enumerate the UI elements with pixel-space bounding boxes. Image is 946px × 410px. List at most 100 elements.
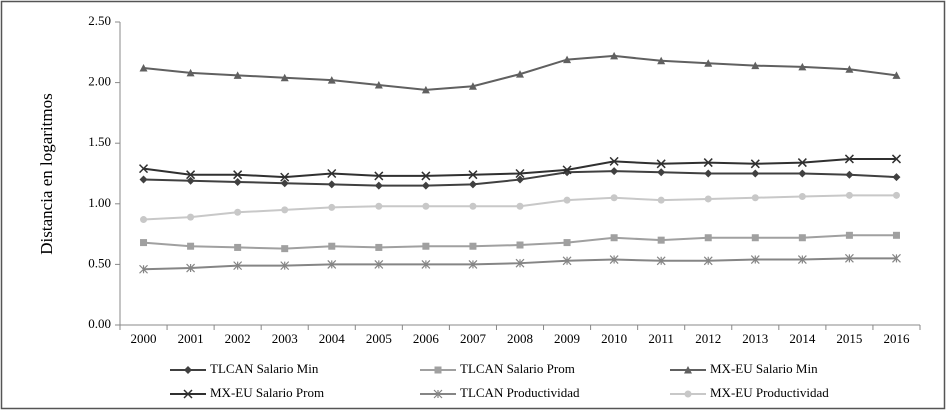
marker [233, 71, 242, 79]
marker [280, 172, 290, 182]
marker [421, 171, 431, 181]
legend-label: MX-EU Salario Min [710, 361, 818, 376]
marker [751, 194, 759, 202]
marker [657, 56, 666, 65]
x-tick-label: 2005 [366, 331, 392, 346]
marker [139, 264, 148, 274]
marker [750, 255, 760, 264]
marker [704, 234, 712, 242]
marker [374, 259, 384, 269]
marker [327, 76, 336, 84]
legend-label: TLCAN Salario Prom [460, 361, 575, 376]
marker [421, 181, 430, 190]
marker [845, 231, 853, 239]
marker [515, 258, 525, 268]
marker [186, 68, 195, 77]
x-tick-label: 2015 [836, 331, 862, 346]
y-tick-label: 2.50 [88, 13, 111, 28]
marker [140, 239, 148, 247]
marker [516, 70, 524, 78]
marker [421, 85, 430, 94]
marker [703, 158, 713, 168]
x-tick-label: 2004 [319, 331, 346, 346]
marker [233, 177, 242, 186]
marker [233, 170, 243, 180]
marker [845, 65, 854, 73]
marker [434, 366, 442, 374]
marker [468, 170, 478, 180]
marker [656, 159, 666, 169]
marker [422, 202, 430, 210]
marker [684, 366, 692, 374]
marker [657, 196, 665, 204]
marker [704, 59, 713, 67]
marker [280, 73, 289, 82]
x-tick-label: 2009 [554, 331, 580, 346]
marker [750, 159, 760, 169]
y-axis-label: Distancia en logaritmos [37, 93, 56, 254]
marker [657, 168, 666, 177]
y-tick-label: 0.00 [88, 316, 111, 331]
marker [183, 389, 193, 399]
marker [562, 256, 572, 266]
y-tick-label: 2.00 [88, 74, 111, 89]
marker [280, 261, 290, 271]
y-tick-label: 1.50 [88, 134, 111, 149]
marker [751, 234, 759, 242]
x-tick-label: 2013 [742, 331, 768, 346]
marker [516, 241, 524, 249]
marker [281, 206, 289, 214]
marker [328, 203, 336, 211]
marker [328, 242, 336, 250]
x-tick-label: 2003 [272, 331, 298, 346]
marker [892, 71, 901, 79]
marker [327, 259, 337, 269]
marker [233, 261, 243, 271]
marker [375, 243, 383, 251]
marker [563, 239, 571, 247]
marker [798, 193, 806, 201]
marker [610, 234, 618, 242]
marker [234, 208, 242, 216]
marker [433, 389, 443, 399]
x-tick-label: 2010 [601, 331, 627, 346]
marker [892, 253, 901, 263]
marker [610, 194, 618, 202]
marker [468, 259, 478, 269]
marker [186, 263, 196, 273]
x-tick-label: 2011 [648, 331, 674, 346]
marker [657, 236, 665, 244]
marker [703, 256, 713, 266]
marker [845, 170, 854, 179]
marker [469, 242, 477, 250]
marker [797, 255, 807, 264]
x-tick-label: 2008 [507, 331, 533, 346]
marker [186, 170, 196, 180]
marker [516, 202, 524, 210]
x-tick-label: 2000 [131, 331, 157, 346]
marker [280, 179, 289, 188]
x-tick-label: 2006 [413, 331, 440, 346]
legend-label: TLCAN Salario Min [210, 361, 319, 376]
marker [704, 169, 713, 178]
marker [234, 243, 242, 251]
x-tick-label: 2014 [789, 331, 816, 346]
marker [751, 169, 760, 178]
marker [563, 196, 571, 204]
marker [421, 259, 431, 269]
marker [422, 242, 430, 250]
marker [562, 165, 572, 175]
marker [327, 168, 337, 179]
marker [609, 255, 619, 264]
marker [563, 55, 572, 64]
marker [610, 167, 619, 176]
marker [139, 64, 148, 72]
marker [751, 61, 760, 70]
marker [327, 180, 336, 189]
marker [140, 216, 148, 224]
marker [845, 191, 853, 199]
marker [468, 82, 477, 90]
marker [187, 213, 195, 221]
